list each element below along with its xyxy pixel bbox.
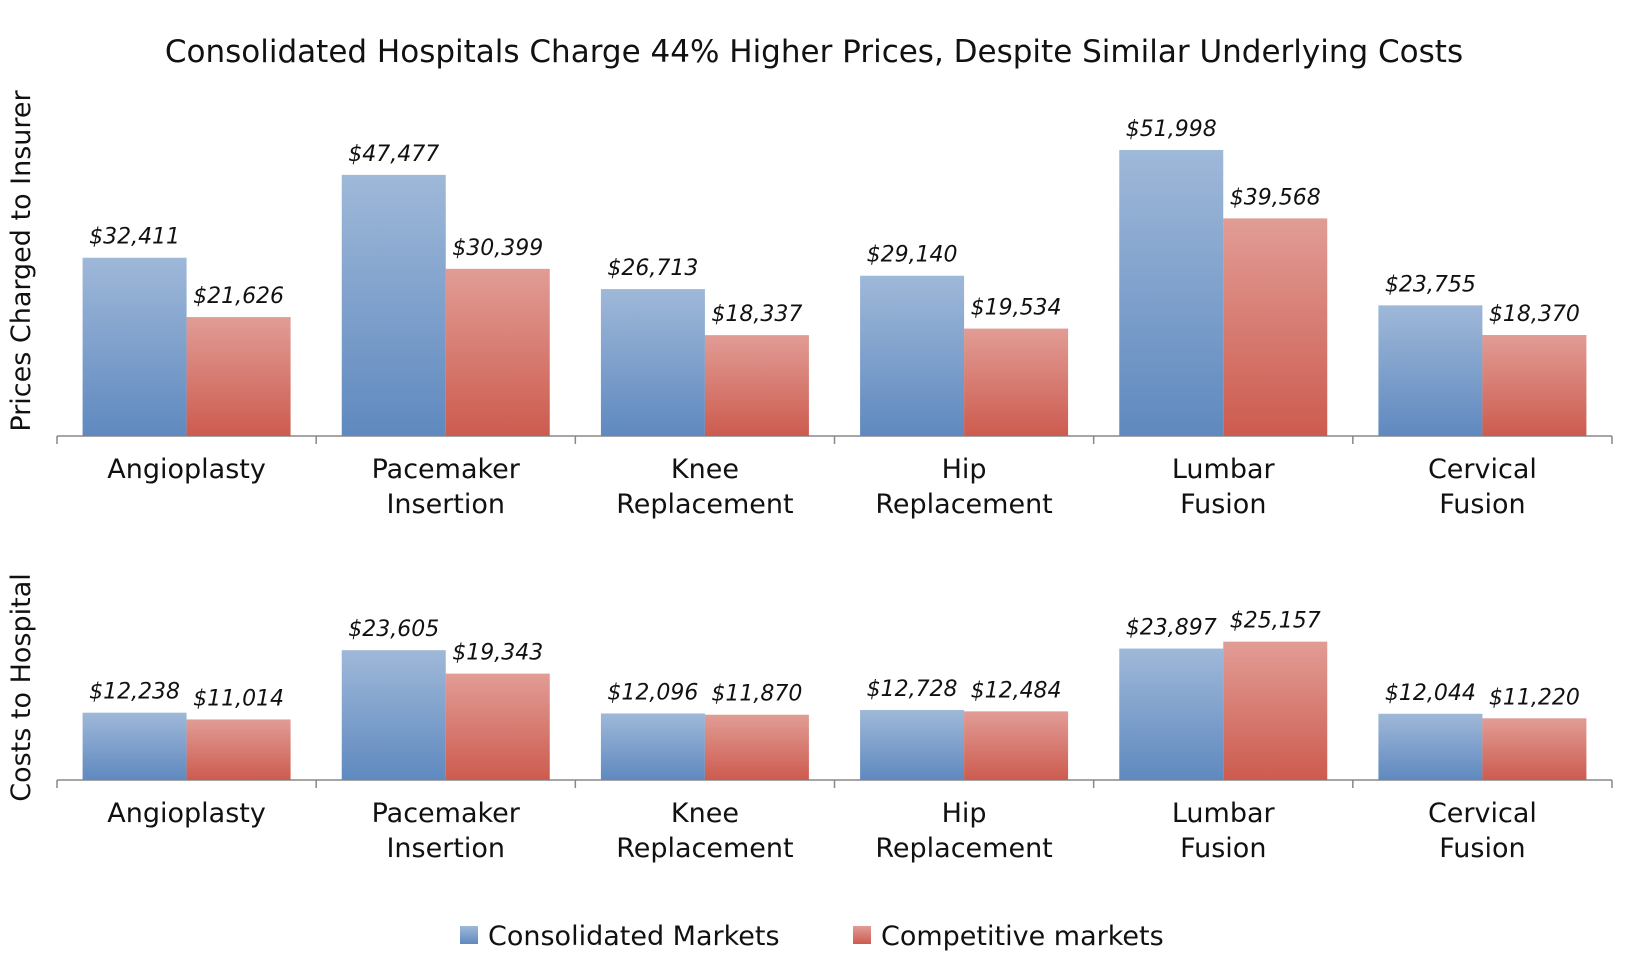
x-tick-label: Angioplasty [107,798,266,829]
value-label: $21,626 [193,284,284,309]
bar [1223,218,1328,436]
x-tick-label: Knee Replacement [616,798,793,864]
bar [341,174,446,436]
bar [600,713,705,780]
bar [1482,334,1587,436]
bar [600,289,705,436]
bar [341,650,446,780]
value-label: $23,605 [348,617,439,642]
x-tick-label: Hip Replacement [875,454,1052,520]
bar [186,719,291,780]
x-tick-label: Knee Replacement [616,454,793,520]
bar [704,335,809,436]
x-tick-label: Cervical Fusion [1428,454,1537,520]
value-label: $47,477 [348,142,439,167]
x-tick-label: Lumbar Fusion [1172,454,1276,520]
value-label: $39,568 [1230,185,1321,210]
value-label: $29,140 [867,243,958,268]
bar [1378,305,1483,436]
bar [1482,718,1587,780]
value-label: $51,998 [1126,117,1217,142]
x-tick-label: Hip Replacement [875,798,1052,864]
bar [1378,713,1483,780]
value-label: $18,370 [1489,302,1580,327]
bar [445,673,550,780]
value-label: $26,713 [607,256,698,281]
value-label: $11,870 [711,682,802,707]
value-label: $12,728 [867,677,958,702]
bar [964,711,1069,780]
value-label: $18,337 [711,302,802,327]
legend-swatch [853,926,871,944]
bar [860,709,965,780]
x-tick-label: Cervical Fusion [1428,798,1537,864]
bar [445,268,550,436]
chart-title: Consolidated Hospitals Charge 44% Higher… [165,34,1463,70]
y-axis-label: Prices Charged to Insurer [6,89,37,431]
bar [82,257,187,436]
value-label: $23,897 [1126,616,1217,641]
value-label: $11,220 [1489,685,1580,710]
value-label: $12,484 [971,678,1062,703]
bar [704,714,809,780]
bar [860,275,965,436]
value-label: $12,096 [607,680,698,705]
bar [1119,648,1224,780]
value-label: $19,343 [452,641,543,666]
bar [186,317,291,436]
x-tick-label: Lumbar Fusion [1172,798,1276,864]
legend-swatch [460,926,478,944]
bar [82,712,187,780]
legend-label: Competitive markets [881,921,1164,952]
x-tick-label: Angioplasty [107,454,266,485]
value-label: $12,044 [1385,681,1476,706]
bar [964,328,1069,436]
value-label: $32,411 [89,225,180,250]
value-label: $11,014 [193,686,284,711]
legend-label: Consolidated Markets [488,921,780,952]
x-tick-label: Pacemaker Insertion [372,798,521,864]
bar [1119,150,1224,437]
bar [1223,641,1328,780]
value-label: $25,157 [1230,609,1321,634]
y-axis-label: Costs to Hospital [6,573,37,802]
value-label: $12,238 [89,680,180,705]
value-label: $19,534 [971,296,1062,321]
x-tick-label: Pacemaker Insertion [372,454,521,520]
value-label: $30,399 [452,236,543,261]
value-label: $23,755 [1385,272,1476,297]
